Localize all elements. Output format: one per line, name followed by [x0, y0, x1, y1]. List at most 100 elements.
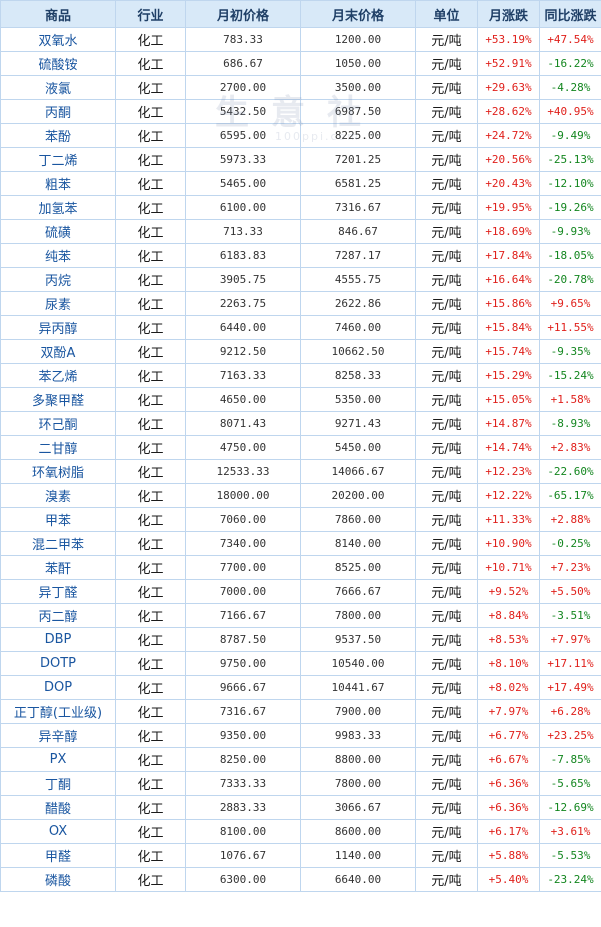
- commodity-name-cell[interactable]: 甲醛: [0, 843, 116, 868]
- yoy-change-cell: -9.35%: [539, 339, 601, 364]
- month-change-cell: +6.77%: [477, 723, 540, 748]
- commodity-name-cell[interactable]: 液氯: [0, 75, 116, 100]
- unit-cell: 元/吨: [415, 531, 478, 556]
- month-change-cell: +5.88%: [477, 843, 540, 868]
- commodity-name-cell[interactable]: 硫磺: [0, 219, 116, 244]
- month-change-cell: +6.36%: [477, 795, 540, 820]
- commodity-name-cell[interactable]: 丁酮: [0, 771, 116, 796]
- commodity-name-cell[interactable]: 苯酐: [0, 555, 116, 580]
- commodity-name-cell[interactable]: 混二甲苯: [0, 531, 116, 556]
- price-table: 商品 行业 月初价格 月末价格 单位 月涨跌 同比涨跌 双氧水 化工 783.33 1…: [0, 0, 601, 892]
- end-price-cell: 7201.25: [300, 147, 416, 172]
- commodity-name-cell[interactable]: 纯苯: [0, 243, 116, 268]
- industry-cell: 化工: [115, 579, 186, 604]
- commodity-name-cell[interactable]: 粗苯: [0, 171, 116, 196]
- commodity-name-cell[interactable]: 尿素: [0, 291, 116, 316]
- commodity-name-cell[interactable]: 丙二醇: [0, 603, 116, 628]
- table-row: 磷酸 化工 6300.00 6640.00 元/吨 +5.40% -23.24%: [0, 867, 601, 892]
- commodity-name-cell[interactable]: 丙烷: [0, 267, 116, 292]
- commodity-name-cell[interactable]: 苯酚: [0, 123, 116, 148]
- commodity-name-cell[interactable]: DBP: [0, 627, 116, 652]
- table-row: 正丁醇(工业级) 化工 7316.67 7900.00 元/吨 +7.97% +6.28%: [0, 699, 601, 724]
- industry-cell: 化工: [115, 507, 186, 532]
- yoy-change-cell: -4.28%: [539, 75, 601, 100]
- table-row: 苯酐 化工 7700.00 8525.00 元/吨 +10.71% +7.23%: [0, 555, 601, 580]
- commodity-name-cell[interactable]: 多聚甲醛: [0, 387, 116, 412]
- industry-cell: 化工: [115, 651, 186, 676]
- start-price-cell: 713.33: [185, 219, 301, 244]
- start-price-cell: 8071.43: [185, 411, 301, 436]
- yoy-change-cell: -3.51%: [539, 603, 601, 628]
- commodity-name-cell[interactable]: 异丙醇: [0, 315, 116, 340]
- commodity-name-cell[interactable]: 硫酸铵: [0, 51, 116, 76]
- commodity-name-cell[interactable]: 丙酮: [0, 99, 116, 124]
- month-change-cell: +17.84%: [477, 243, 540, 268]
- commodity-name-cell[interactable]: 异丁醛: [0, 579, 116, 604]
- month-change-cell: +7.97%: [477, 699, 540, 724]
- month-change-cell: +14.74%: [477, 435, 540, 460]
- start-price-cell: 7340.00: [185, 531, 301, 556]
- end-price-cell: 6640.00: [300, 867, 416, 892]
- unit-cell: 元/吨: [415, 747, 478, 772]
- month-change-cell: +18.69%: [477, 219, 540, 244]
- end-price-cell: 8800.00: [300, 747, 416, 772]
- yoy-change-cell: +9.65%: [539, 291, 601, 316]
- commodity-name-cell[interactable]: PX: [0, 747, 116, 772]
- table-row: 多聚甲醛 化工 4650.00 5350.00 元/吨 +15.05% +1.58%: [0, 387, 601, 412]
- start-price-cell: 9212.50: [185, 339, 301, 364]
- commodity-name-cell[interactable]: OX: [0, 819, 116, 844]
- commodity-name-cell[interactable]: DOP: [0, 675, 116, 700]
- industry-cell: 化工: [115, 627, 186, 652]
- month-change-cell: +8.10%: [477, 651, 540, 676]
- industry-cell: 化工: [115, 387, 186, 412]
- start-price-cell: 8100.00: [185, 819, 301, 844]
- start-price-cell: 5465.00: [185, 171, 301, 196]
- commodity-name-cell[interactable]: 磷酸: [0, 867, 116, 892]
- commodity-name-cell[interactable]: 加氢苯: [0, 195, 116, 220]
- table-row: 丁二烯 化工 5973.33 7201.25 元/吨 +20.56% -25.13%: [0, 147, 601, 172]
- commodity-name-cell[interactable]: 苯乙烯: [0, 363, 116, 388]
- commodity-name-cell[interactable]: 双酚A: [0, 339, 116, 364]
- start-price-cell: 6595.00: [185, 123, 301, 148]
- end-price-cell: 7316.67: [300, 195, 416, 220]
- table-row: 甲苯 化工 7060.00 7860.00 元/吨 +11.33% +2.88%: [0, 507, 601, 532]
- commodity-name-cell[interactable]: 双氧水: [0, 27, 116, 52]
- unit-cell: 元/吨: [415, 843, 478, 868]
- start-price-cell: 5432.50: [185, 99, 301, 124]
- yoy-change-cell: +6.28%: [539, 699, 601, 724]
- commodity-name-cell[interactable]: DOTP: [0, 651, 116, 676]
- table-row: 粗苯 化工 5465.00 6581.25 元/吨 +20.43% -12.10%: [0, 171, 601, 196]
- yoy-change-cell: -16.22%: [539, 51, 601, 76]
- industry-cell: 化工: [115, 147, 186, 172]
- table-row: 加氢苯 化工 6100.00 7316.67 元/吨 +19.95% -19.26%: [0, 195, 601, 220]
- start-price-cell: 7000.00: [185, 579, 301, 604]
- commodity-name-cell[interactable]: 甲苯: [0, 507, 116, 532]
- unit-cell: 元/吨: [415, 243, 478, 268]
- commodity-name-cell[interactable]: 环己酮: [0, 411, 116, 436]
- unit-cell: 元/吨: [415, 699, 478, 724]
- start-price-cell: 3905.75: [185, 267, 301, 292]
- start-price-cell: 9666.67: [185, 675, 301, 700]
- yoy-change-cell: -5.65%: [539, 771, 601, 796]
- start-price-cell: 6300.00: [185, 867, 301, 892]
- month-change-cell: +8.02%: [477, 675, 540, 700]
- end-price-cell: 7287.17: [300, 243, 416, 268]
- yoy-change-cell: +17.49%: [539, 675, 601, 700]
- table-row: 环己酮 化工 8071.43 9271.43 元/吨 +14.87% -8.93%: [0, 411, 601, 436]
- month-change-cell: +8.84%: [477, 603, 540, 628]
- month-change-cell: +5.40%: [477, 867, 540, 892]
- commodity-name-cell[interactable]: 丁二烯: [0, 147, 116, 172]
- end-price-cell: 1140.00: [300, 843, 416, 868]
- commodity-name-cell[interactable]: 正丁醇(工业级): [0, 699, 116, 724]
- end-price-cell: 2622.86: [300, 291, 416, 316]
- commodity-name-cell[interactable]: 二甘醇: [0, 435, 116, 460]
- industry-cell: 化工: [115, 483, 186, 508]
- commodity-name-cell[interactable]: 醋酸: [0, 795, 116, 820]
- month-change-cell: +8.53%: [477, 627, 540, 652]
- commodity-name-cell[interactable]: 环氧树脂: [0, 459, 116, 484]
- commodity-name-cell[interactable]: 溴素: [0, 483, 116, 508]
- start-price-cell: 1076.67: [185, 843, 301, 868]
- industry-cell: 化工: [115, 51, 186, 76]
- commodity-name-cell[interactable]: 异辛醇: [0, 723, 116, 748]
- yoy-change-cell: -7.85%: [539, 747, 601, 772]
